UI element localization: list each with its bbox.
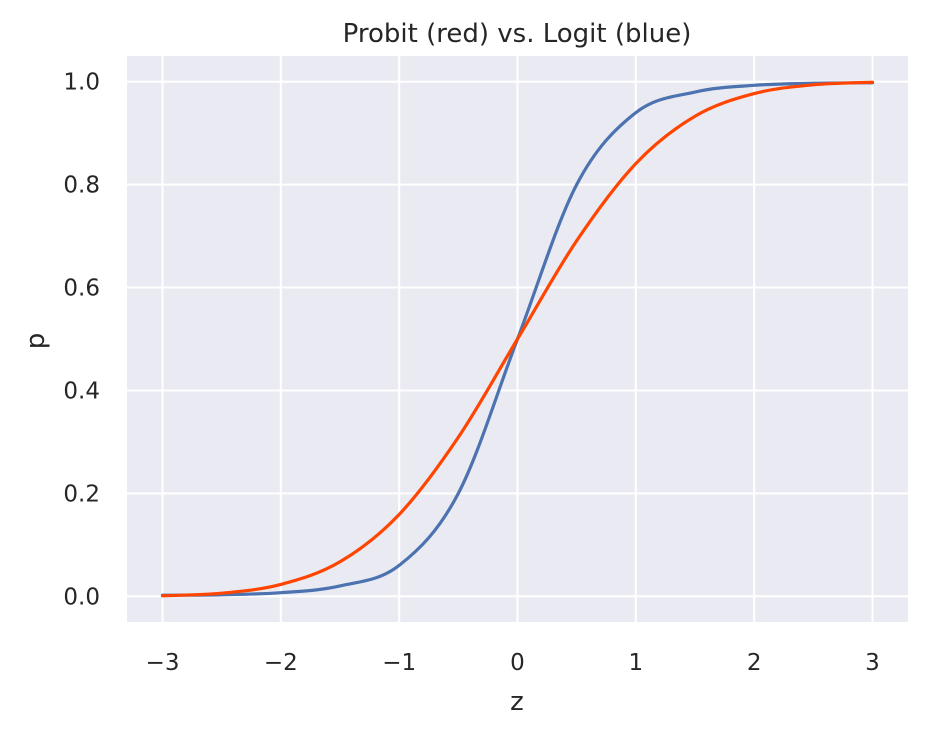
x-tick-label: 1 [629, 650, 644, 676]
x-tick-label: −1 [382, 650, 416, 676]
y-tick-labels: 0.0 0.2 0.4 0.6 0.8 1.0 [63, 70, 100, 611]
x-tick-label: 3 [865, 650, 880, 676]
y-tick-label: 1.0 [63, 70, 100, 96]
y-tick-label: 0.0 [63, 584, 100, 610]
y-tick-label: 0.4 [63, 378, 100, 404]
x-tick-labels: −3 −2 −1 0 1 2 3 [146, 650, 880, 676]
grid-lines [127, 56, 908, 622]
probit-curve [160, 80, 875, 598]
y-tick-label: 0.6 [63, 276, 100, 302]
x-tick-label: −3 [146, 650, 180, 676]
y-axis-label: p [21, 333, 51, 350]
x-tick-label: 0 [510, 650, 525, 676]
series-group [160, 80, 875, 598]
chart-title: Probit (red) vs. Logit (blue) [343, 19, 692, 49]
y-tick-label: 0.8 [63, 173, 100, 199]
x-tick-label: 2 [747, 650, 762, 676]
x-tick-label: −2 [264, 650, 298, 676]
x-axis-label: z [510, 687, 524, 717]
y-tick-label: 0.2 [63, 481, 100, 507]
